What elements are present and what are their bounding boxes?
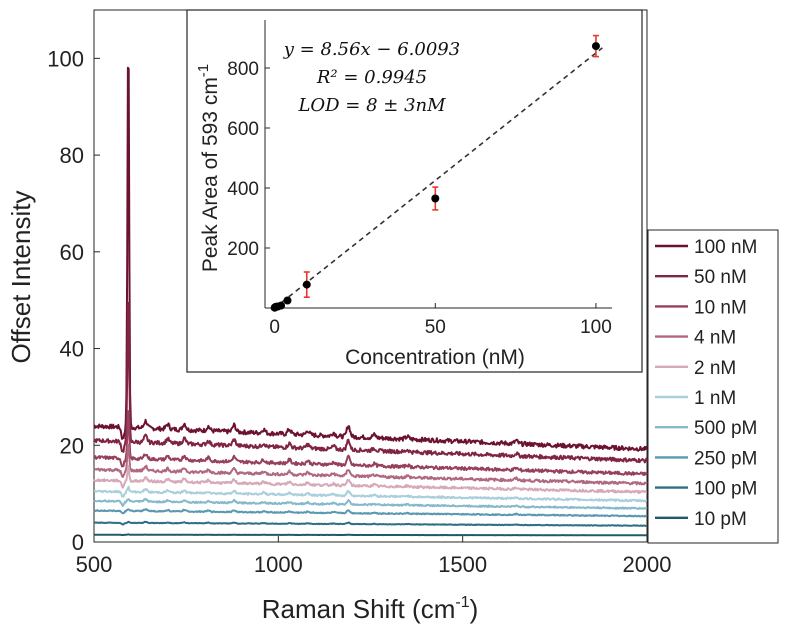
data-point	[302, 280, 311, 289]
main-x-tick-label: 2000	[623, 552, 672, 577]
legend-label: 10 pM	[694, 509, 747, 530]
inset-y-tick-label: 200	[227, 239, 259, 260]
equation-line-1: y = 8.56x − 6.0093	[283, 39, 460, 60]
main-x-tick-label: 1500	[438, 552, 487, 577]
legend: 100 nM 50 nM 10 nM 4 nM 2 nM 1 nM 500 pM 250 pM…	[647, 229, 779, 544]
inset-points	[270, 34, 600, 312]
legend-label: 50 nM	[694, 267, 747, 288]
main-y-tick-label: 80	[60, 143, 84, 168]
spectrum-line-10-pM	[93, 533, 648, 537]
main-x-axis-label-unit: cm	[421, 594, 456, 624]
inset-plot: 200 400 600 800 0 50 100 y = 8.56x − 6.0093 R²…	[186, 9, 643, 373]
legend-label: 1 nM	[694, 388, 736, 409]
equation-line-3: LOD = 8 ± 3nM	[297, 95, 446, 116]
legend-label: 4 nM	[694, 328, 736, 349]
data-point	[277, 301, 286, 310]
inset-frame	[186, 9, 643, 373]
main-y-axis-label: Offset Intensity	[6, 191, 36, 364]
main-y-tick-label: 100	[47, 46, 84, 71]
inset-axes: 200 400 600 800 0 50 100	[227, 20, 612, 338]
fit-line	[274, 47, 603, 309]
spectrum-line-1-nM	[93, 485, 648, 503]
main-x-tick-label: 1000	[254, 552, 303, 577]
main-y-tick-label: 40	[60, 337, 84, 362]
spectrum-line-10-nM	[93, 410, 648, 477]
inset-y-tick-label: 600	[227, 119, 259, 140]
data-point	[591, 42, 600, 51]
spectrum-line-100-pM	[93, 520, 648, 527]
inset-x-axis-label: Concentration (nM)	[345, 346, 525, 369]
inset-y-tick-label: 400	[227, 179, 259, 200]
main-x-tick-label: 500	[76, 552, 113, 577]
inset-x-tick-label: 50	[425, 317, 446, 338]
main-x-axis-label-text: Raman Shift	[262, 594, 406, 624]
main-x-axis-label: Raman Shift (cm-1)	[262, 594, 479, 624]
main-y-ticks: 0 20 40 60 80 100	[47, 46, 100, 555]
legend-label: 500 pM	[694, 418, 757, 439]
inset-fit-line-group	[274, 47, 603, 309]
inset-y-tick-label: 800	[227, 59, 259, 80]
legend-label: 100 pM	[694, 479, 757, 500]
equation-line-2: R² = 0.9945	[316, 67, 427, 88]
main-x-axis-label-exp: -1	[455, 594, 469, 611]
spectrum-line-500-pM	[93, 497, 648, 510]
main-x-ticks: 500 1000 1500 2000	[76, 536, 672, 577]
main-series-group	[93, 66, 648, 537]
spectrum-line-100-nM	[93, 66, 648, 452]
inset-y-axis-label: Peak Area of 593 cm-1	[195, 64, 222, 272]
main-y-tick-label: 0	[72, 530, 84, 555]
spectrum-line-50-nM	[93, 301, 648, 464]
spectrum-line-4-nM	[93, 443, 648, 486]
legend-frame	[647, 229, 779, 544]
legend-label: 100 nM	[694, 237, 757, 258]
data-point	[431, 194, 440, 203]
legend-label: 10 nM	[694, 297, 747, 318]
legend-label: 2 nM	[694, 358, 736, 379]
main-y-tick-label: 20	[60, 433, 84, 458]
spectrum-line-2-nM	[93, 464, 648, 494]
spectrum-line-250-pM	[93, 508, 648, 518]
inset-x-tick-label: 100	[580, 317, 612, 338]
data-point	[283, 296, 292, 305]
legend-items: 100 nM 50 nM 10 nM 4 nM 2 nM 1 nM 500 pM 250 pM…	[655, 237, 757, 530]
inset-x-tick-label: 0	[269, 317, 280, 338]
inset-y-axis-label-text: Peak Area of 593 cm	[199, 77, 222, 272]
legend-label: 250 pM	[694, 448, 757, 469]
inset-y-axis-label-exp: -1	[195, 64, 212, 77]
main-y-tick-label: 60	[60, 240, 84, 265]
